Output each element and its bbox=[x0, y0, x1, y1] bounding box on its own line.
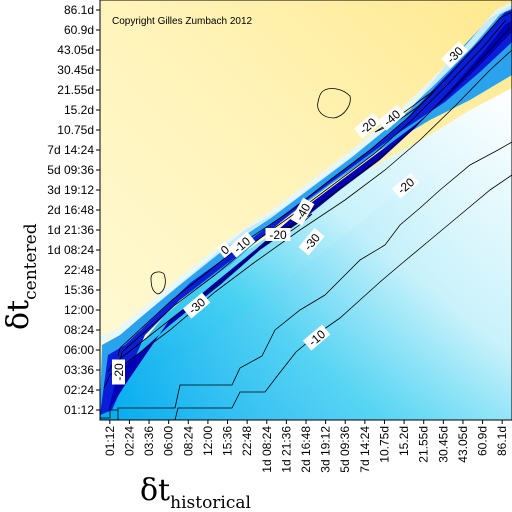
x-axis-symbol: δt bbox=[140, 473, 170, 508]
x-axis-label: δthistorical bbox=[140, 473, 251, 512]
x-tick-label: 15.2d bbox=[397, 426, 411, 456]
contour-line-20-upper bbox=[107, 27, 511, 373]
contour-line-10 bbox=[119, 19, 507, 363]
contour-label-bg bbox=[391, 172, 420, 199]
y-tick-label: 60.9d bbox=[64, 23, 94, 37]
y-tick-label: 1d 08:24 bbox=[47, 243, 94, 257]
contour-line-20-lower bbox=[117, 141, 512, 420]
contour-label-bg bbox=[353, 112, 382, 139]
y-tick-label: 1d 21:36 bbox=[47, 223, 94, 237]
x-tick-label: 15:36 bbox=[221, 426, 235, 456]
x-tick-label: 03:36 bbox=[142, 426, 156, 456]
x-tick-label: 30.45d bbox=[436, 426, 450, 463]
contour-label-bg bbox=[441, 41, 469, 69]
y-tick-label: 3d 19:12 bbox=[47, 183, 94, 197]
contour-line-0 bbox=[117, 11, 512, 357]
y-tick-label: 06:00 bbox=[64, 343, 94, 357]
x-tick-label: 2d 16:48 bbox=[299, 426, 313, 473]
svg-text:δtcentered: δtcentered bbox=[1, 223, 41, 330]
x-tick-label: 02:24 bbox=[122, 426, 136, 456]
y-tick-label: 2d 16:48 bbox=[47, 203, 94, 217]
y-axis-ticks: 01:12 02:24 03:36 06:00 08:24 12:00 15:36 22:48… bbox=[47, 3, 100, 417]
contour-loop-upper-small bbox=[317, 88, 351, 119]
contour-label-bg bbox=[112, 359, 125, 385]
y-axis-subscript: centered bbox=[21, 223, 41, 300]
contour-line-30 bbox=[103, 49, 512, 389]
contour-label-bg bbox=[290, 197, 315, 226]
contour-label: 0 bbox=[216, 241, 234, 259]
x-tick-label: 86.1d bbox=[495, 426, 509, 456]
y-tick-label: 15:36 bbox=[64, 283, 94, 297]
contour-label-bg bbox=[377, 104, 406, 131]
x-tick-label: 3d 19:12 bbox=[319, 426, 333, 473]
y-tick-label: 22:48 bbox=[64, 263, 94, 277]
x-tick-label: 08:24 bbox=[181, 426, 195, 456]
x-tick-label: 1d 08:24 bbox=[260, 426, 274, 473]
contour-label-bg bbox=[227, 231, 256, 258]
band-deep-blue bbox=[100, 10, 512, 415]
y-tick-label: 5d 09:36 bbox=[47, 163, 94, 177]
y-tick-label: 86.1d bbox=[64, 3, 94, 17]
svg-text:δthistorical: δthistorical bbox=[140, 473, 251, 512]
lower-region-tint bbox=[100, 130, 512, 420]
y-tick-label: 7d 14:24 bbox=[47, 143, 94, 157]
contour-label-bg bbox=[182, 292, 211, 319]
x-tick-label: 21.55d bbox=[417, 426, 431, 463]
contour-step-lower-left bbox=[100, 409, 118, 419]
x-tick-label: 43.05d bbox=[456, 426, 470, 463]
x-tick-label: 1d 21:36 bbox=[279, 426, 293, 473]
x-tick-label: 7d 14:24 bbox=[358, 426, 372, 473]
y-tick-label: 01:12 bbox=[64, 403, 94, 417]
contour-label: -20 bbox=[112, 359, 126, 385]
y-axis-symbol: δt bbox=[1, 300, 36, 330]
contour-label-bg bbox=[216, 241, 234, 259]
y-axis-label: δtcentered bbox=[1, 223, 41, 330]
contour-label-text: -20 bbox=[112, 363, 126, 381]
y-tick-label: 21.55d bbox=[57, 83, 94, 97]
contour-loop-left-small bbox=[150, 271, 166, 295]
x-tick-label: 60.9d bbox=[476, 426, 490, 456]
contour-label: -20 bbox=[265, 228, 291, 242]
x-axis-subscript: historical bbox=[170, 493, 251, 512]
y-tick-label: 10.75d bbox=[57, 123, 94, 137]
contour-line-10-lower bbox=[174, 174, 512, 420]
contour-label-text: -20 bbox=[269, 228, 287, 242]
plot-area: -30-20 -40-20-40-30-200-10-30-10-20 bbox=[100, 0, 512, 420]
copyright-text: Copyright Gilles Zumbach 2012 bbox=[112, 16, 253, 27]
x-tick-label: 5d 09:36 bbox=[338, 426, 352, 473]
contour-label-bg bbox=[298, 227, 325, 256]
y-tick-label: 08:24 bbox=[64, 323, 94, 337]
y-tick-label: 43.05d bbox=[57, 43, 94, 57]
x-tick-label: 06:00 bbox=[162, 426, 176, 456]
x-tick-label: 22:48 bbox=[240, 426, 254, 456]
y-tick-label: 30.45d bbox=[57, 63, 94, 77]
y-tick-label: 02:24 bbox=[64, 383, 94, 397]
upper-edge-light bbox=[100, 2, 512, 343]
contour-label-bg bbox=[302, 324, 331, 351]
x-axis-ticks: 01:12 02:24 03:36 06:00 08:24 12:00 15:36 22:48… bbox=[103, 420, 509, 473]
contour-label-bg bbox=[265, 228, 291, 241]
y-tick-label: 12:00 bbox=[64, 303, 94, 317]
x-tick-label: 01:12 bbox=[103, 426, 117, 456]
x-tick-label: 12:00 bbox=[201, 426, 215, 456]
y-tick-label: 03:36 bbox=[64, 363, 94, 377]
x-tick-label: 10.75d bbox=[377, 426, 391, 463]
y-tick-label: 15.2d bbox=[64, 103, 94, 117]
